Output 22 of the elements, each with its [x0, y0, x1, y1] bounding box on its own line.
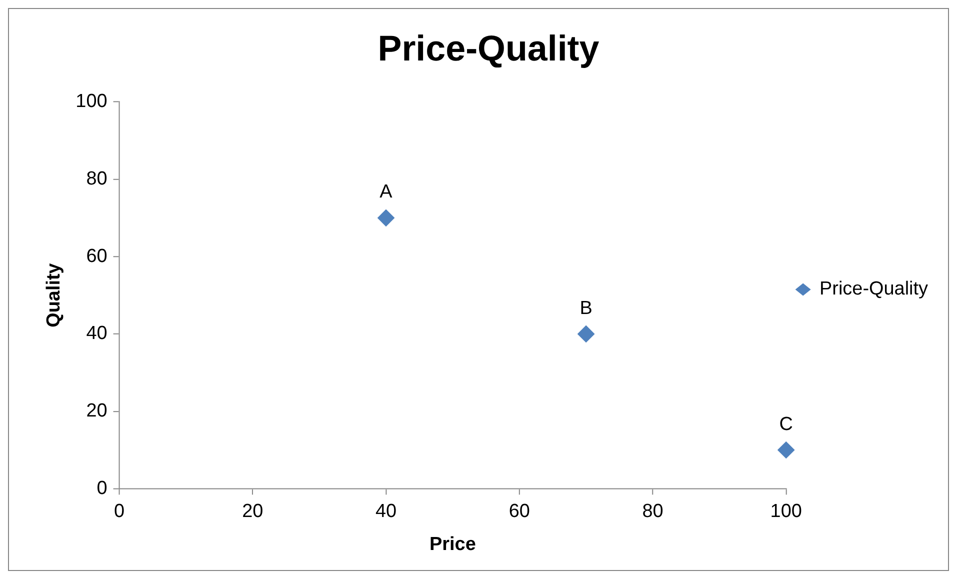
x-axis-title: Price	[430, 534, 476, 555]
y-tick-label: 100	[76, 91, 108, 112]
y-tick-label: 60	[86, 246, 108, 267]
y-tick-label: 80	[86, 168, 108, 190]
x-tick-label: 40	[375, 501, 397, 522]
x-tick-label: 0	[114, 501, 125, 522]
point	[378, 209, 394, 226]
annotation: C	[779, 414, 793, 435]
y-tick-label: 0	[96, 478, 108, 499]
point	[578, 325, 595, 342]
chart-title: Price-Quality	[378, 28, 600, 68]
y-tick-label: 20	[86, 400, 108, 422]
annotation: A	[380, 182, 393, 203]
y-tick-label: 40	[86, 323, 108, 344]
annotation: B	[580, 298, 592, 319]
x-tick-label: 80	[642, 501, 664, 522]
y-axis-title: Quality	[44, 262, 65, 328]
legend-label: Price-Quality	[820, 278, 929, 300]
point	[778, 442, 795, 458]
x-tick-label: 60	[508, 501, 530, 522]
x-tick-label: 100	[770, 501, 802, 522]
x-tick-label: 20	[242, 501, 264, 522]
